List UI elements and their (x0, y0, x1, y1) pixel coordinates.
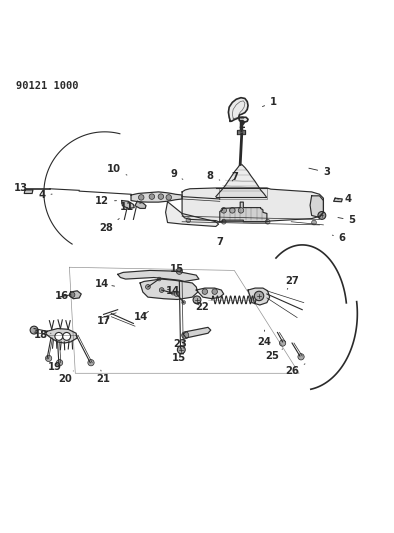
Polygon shape (196, 288, 224, 298)
Polygon shape (165, 201, 219, 227)
Text: 4: 4 (38, 190, 52, 200)
Text: 8: 8 (207, 171, 220, 181)
Circle shape (171, 291, 175, 295)
Circle shape (63, 333, 71, 340)
Circle shape (298, 354, 304, 360)
Text: 3: 3 (309, 167, 330, 177)
Circle shape (265, 220, 270, 224)
Text: 22: 22 (195, 302, 208, 312)
Polygon shape (248, 288, 269, 305)
Text: 16: 16 (54, 290, 69, 301)
Text: 2: 2 (239, 120, 245, 130)
Text: 6: 6 (333, 233, 346, 243)
Circle shape (193, 296, 201, 304)
Circle shape (176, 268, 182, 274)
Circle shape (45, 355, 52, 361)
Polygon shape (220, 202, 267, 222)
Text: 17: 17 (97, 316, 111, 326)
Circle shape (186, 218, 191, 223)
Polygon shape (182, 188, 323, 222)
Polygon shape (140, 279, 198, 300)
Polygon shape (238, 130, 245, 134)
Circle shape (312, 220, 316, 225)
Text: 7: 7 (232, 172, 238, 182)
Text: 12: 12 (95, 196, 117, 206)
Circle shape (166, 195, 171, 200)
Text: 11: 11 (120, 202, 141, 212)
Polygon shape (183, 327, 211, 338)
Text: 23: 23 (174, 339, 188, 349)
Polygon shape (131, 192, 182, 202)
Text: 1: 1 (262, 98, 277, 107)
Text: 14: 14 (95, 279, 115, 289)
Circle shape (56, 360, 63, 366)
Text: 14: 14 (134, 311, 149, 322)
Polygon shape (118, 270, 199, 281)
Circle shape (88, 360, 94, 366)
Polygon shape (229, 98, 248, 122)
Polygon shape (310, 196, 323, 217)
Text: 24: 24 (258, 330, 271, 347)
Circle shape (318, 212, 326, 220)
Text: 5: 5 (338, 215, 355, 225)
Circle shape (159, 288, 164, 293)
Polygon shape (122, 200, 134, 208)
Text: 21: 21 (97, 370, 111, 384)
Text: 10: 10 (107, 164, 127, 175)
Text: 19: 19 (48, 359, 62, 372)
Circle shape (238, 208, 244, 213)
Text: 4: 4 (338, 194, 352, 204)
Circle shape (157, 277, 161, 281)
Circle shape (221, 208, 227, 213)
Text: 9: 9 (170, 169, 183, 179)
Circle shape (139, 195, 144, 200)
Text: 18: 18 (33, 330, 51, 340)
Text: 28: 28 (99, 219, 119, 233)
Polygon shape (24, 190, 33, 193)
Circle shape (30, 326, 38, 334)
Circle shape (145, 285, 150, 289)
Circle shape (212, 289, 217, 294)
Text: 15: 15 (169, 264, 184, 274)
Circle shape (254, 291, 264, 301)
Polygon shape (216, 164, 266, 197)
Text: 14: 14 (165, 286, 180, 296)
Circle shape (69, 292, 75, 297)
Polygon shape (46, 328, 77, 343)
Text: 7: 7 (216, 237, 223, 247)
Text: 15: 15 (172, 350, 186, 362)
Polygon shape (135, 201, 146, 208)
Text: 90121 1000: 90121 1000 (16, 81, 78, 91)
Text: 25: 25 (266, 349, 282, 361)
Circle shape (221, 220, 226, 224)
Circle shape (177, 346, 185, 354)
Circle shape (279, 340, 286, 346)
Circle shape (158, 194, 164, 199)
Text: 20: 20 (59, 371, 73, 384)
Circle shape (202, 289, 208, 294)
Text: 27: 27 (285, 276, 299, 289)
Polygon shape (69, 291, 81, 298)
Circle shape (149, 194, 154, 199)
Text: 26: 26 (285, 364, 305, 376)
Circle shape (182, 301, 186, 304)
Circle shape (55, 333, 63, 340)
Circle shape (182, 332, 189, 339)
Circle shape (174, 292, 179, 296)
Polygon shape (334, 198, 342, 201)
Text: 13: 13 (13, 183, 33, 193)
Circle shape (230, 208, 235, 213)
